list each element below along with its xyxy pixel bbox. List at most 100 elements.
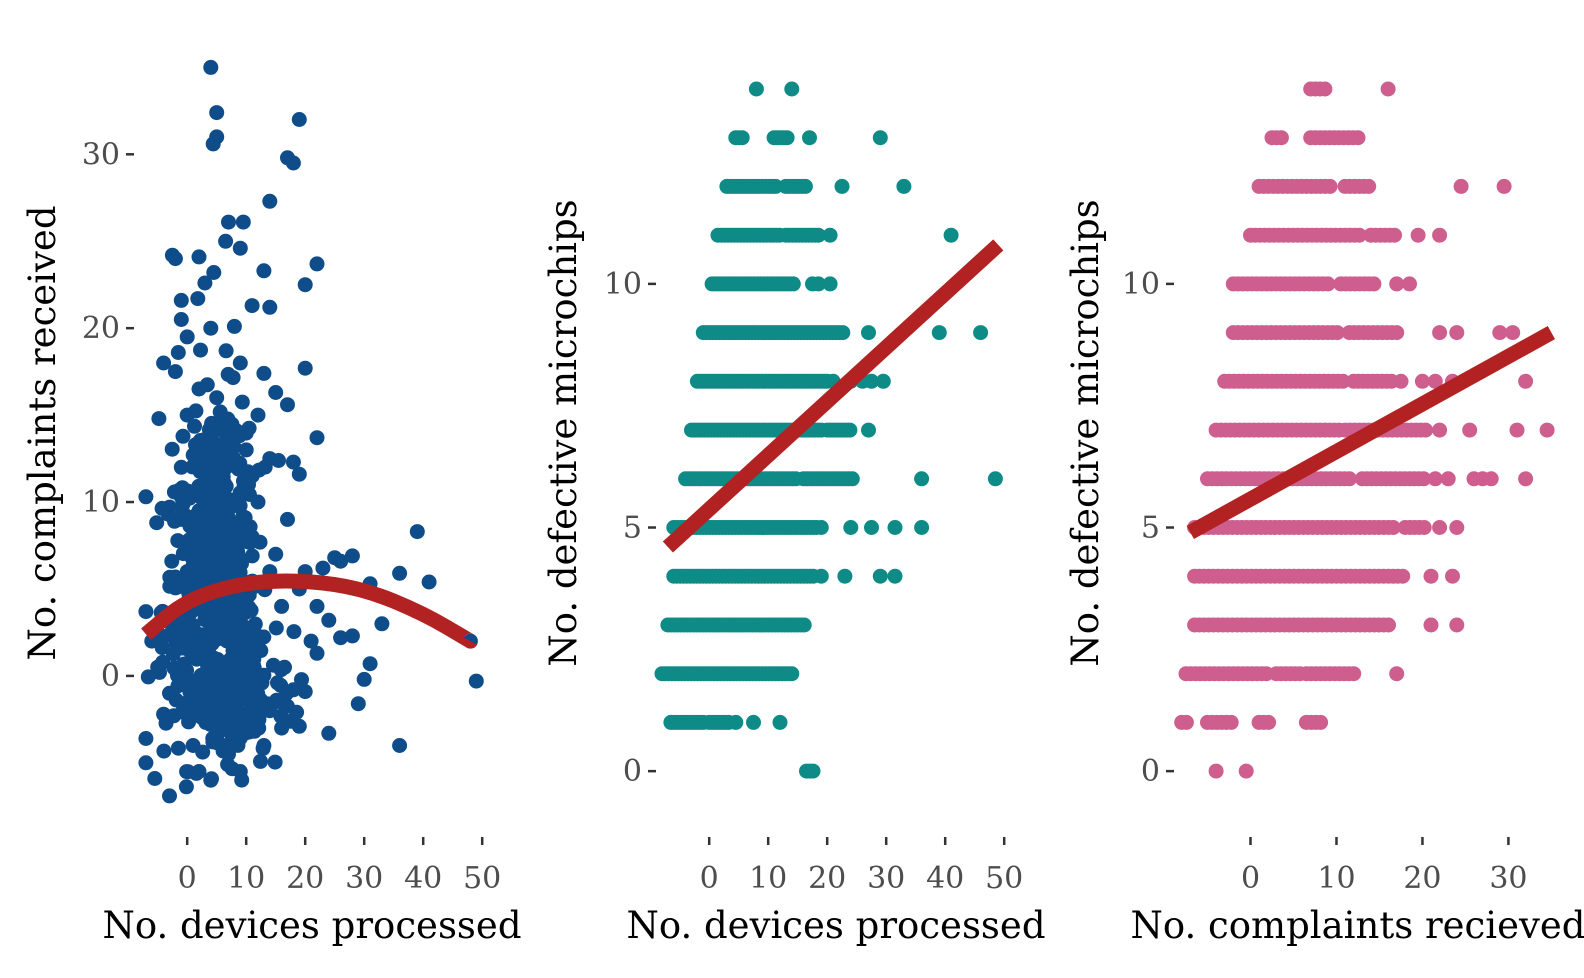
x-tick-label: 50 [985, 861, 1023, 896]
data-point [297, 360, 313, 376]
data-point [1449, 617, 1465, 633]
panel-microchips-vs-devices: 0 5 10 0 10 20 30 40 50 No. devices processed No. … [542, 81, 1046, 947]
data-point [256, 667, 272, 683]
x-tick-label: 0 [1241, 861, 1260, 896]
data-point [1313, 714, 1329, 730]
data-point [262, 193, 278, 209]
data-point [244, 298, 260, 314]
data-point [193, 342, 208, 358]
data-point [297, 684, 313, 700]
data-point [1361, 178, 1377, 194]
data-point [1427, 471, 1443, 487]
data-point [1389, 325, 1405, 341]
data-point [156, 743, 172, 759]
data-point [344, 628, 360, 644]
data-point [1238, 763, 1254, 779]
data-point [234, 394, 250, 410]
x-tick-label: 20 [286, 861, 324, 896]
data-point [1440, 471, 1456, 487]
data-point [189, 564, 205, 579]
x-tick-label: 20 [1403, 861, 1441, 896]
data-point [236, 473, 251, 489]
data-point [321, 612, 337, 628]
data-point [1346, 666, 1362, 682]
data-point [175, 546, 191, 562]
data-point [973, 325, 989, 341]
data-point [784, 81, 800, 97]
data-point [167, 580, 183, 596]
data-point [1393, 373, 1409, 389]
data-point [203, 447, 219, 463]
data-point [271, 453, 286, 468]
data-point [872, 568, 888, 584]
data-point [182, 518, 198, 534]
x-tick-label: 0 [700, 861, 719, 896]
data-point [987, 471, 1003, 487]
data-point [914, 471, 930, 487]
data-point [842, 422, 858, 438]
data-point [1223, 714, 1239, 730]
y-tick-label: 5 [1141, 511, 1160, 546]
data-point [262, 299, 278, 315]
data-point [209, 390, 225, 406]
data-point [1496, 178, 1512, 194]
data-point [1449, 325, 1465, 341]
data-point [138, 604, 154, 620]
data-point [256, 365, 272, 381]
data-point [1483, 471, 1499, 487]
data-point [162, 499, 178, 515]
data-point [212, 404, 228, 420]
data-point [309, 645, 325, 661]
data-point [810, 276, 826, 292]
data-point [1423, 568, 1439, 584]
data-point [216, 663, 232, 679]
data-point [268, 620, 284, 636]
data-point [232, 355, 248, 371]
data-point [896, 178, 912, 194]
data-point [200, 553, 216, 569]
data-point [216, 492, 232, 508]
data-point [149, 515, 165, 531]
data-point [813, 568, 829, 584]
data-point [198, 714, 214, 730]
data-point [188, 403, 204, 419]
data-point [1387, 227, 1402, 243]
data-point [1320, 276, 1336, 292]
data-point [861, 325, 876, 341]
data-point [887, 568, 903, 584]
data-point [796, 617, 812, 633]
data-point [255, 740, 271, 756]
data-point [1539, 422, 1555, 438]
data-point [250, 407, 266, 423]
data-point [201, 566, 217, 582]
y-axis-title: No. defective microchips [1064, 199, 1107, 666]
data-point [1509, 422, 1525, 438]
data-point [468, 673, 484, 689]
data-point [1423, 617, 1439, 633]
data-point [216, 620, 232, 636]
data-point [244, 548, 260, 564]
data-point [805, 763, 821, 779]
data-point [168, 692, 184, 708]
data-point [173, 459, 189, 475]
data-point [156, 355, 172, 371]
data-point [333, 630, 349, 646]
data-point [309, 598, 325, 614]
data-point [746, 714, 761, 730]
data-point [194, 682, 210, 698]
data-point [167, 569, 183, 585]
data-point [931, 325, 947, 341]
data-point [315, 560, 331, 576]
data-point [209, 105, 225, 121]
data-point [1402, 276, 1417, 292]
data-point [291, 112, 307, 127]
fit-line [141, 573, 475, 648]
data-point [248, 645, 264, 661]
data-point [147, 771, 163, 786]
data-point [213, 549, 229, 565]
x-tick-label: 30 [867, 861, 905, 896]
data-point [226, 710, 242, 726]
x-tick-label: 40 [926, 861, 964, 896]
data-point [243, 688, 259, 704]
data-point [327, 550, 343, 566]
